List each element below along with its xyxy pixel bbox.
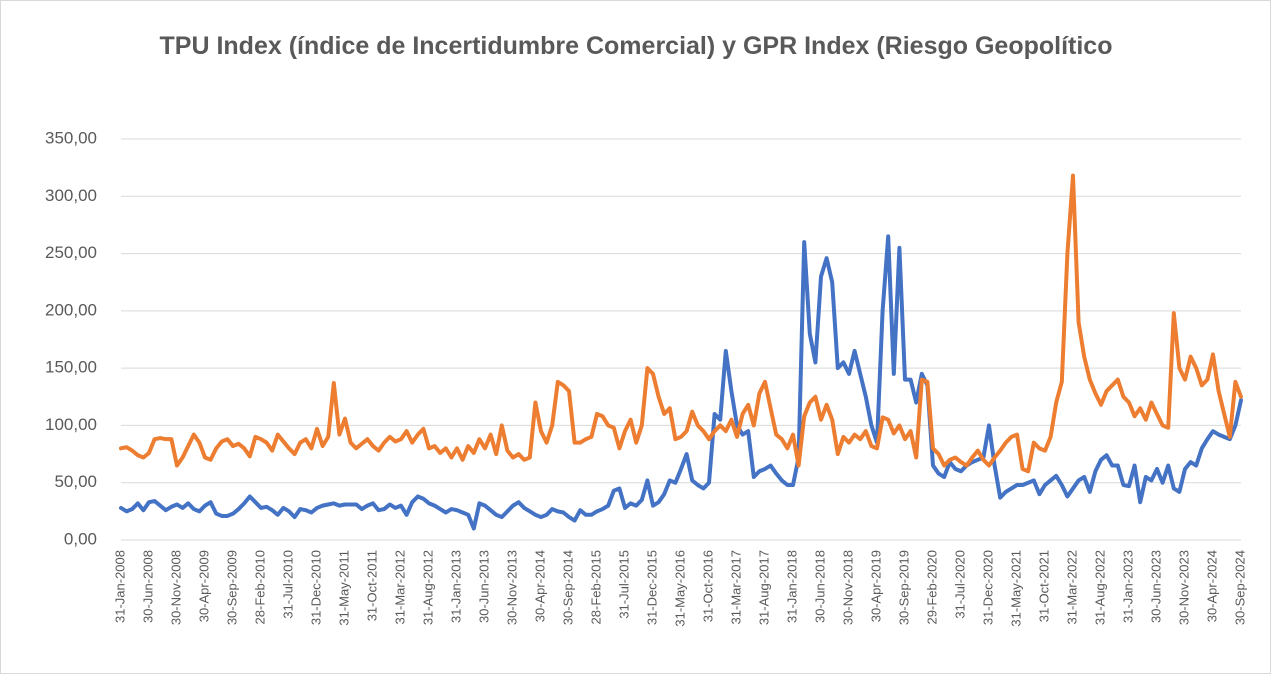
x-tick-label: 30-Sep-2014 [560, 550, 575, 625]
x-tick-label: 31-Aug-2017 [756, 550, 771, 625]
x-tick-label: 31-Oct-2021 [1036, 550, 1051, 622]
x-tick-label: 30-Apr-2024 [1204, 550, 1219, 622]
x-tick-label: 30-Apr-2014 [532, 550, 547, 622]
x-tick-label: 30-Sep-2019 [896, 550, 911, 625]
y-tick-label: 50,00 [54, 472, 97, 491]
x-tick-label: 31-Aug-2012 [420, 550, 435, 625]
x-tick-label: 30-Sep-2009 [224, 550, 239, 625]
y-tick-label: 250,00 [45, 243, 97, 262]
x-tick-label: 31-Jul-2010 [280, 550, 295, 619]
x-tick-label: 30-Jun-2018 [812, 550, 827, 623]
x-tick-label: 28-Feb-2010 [252, 550, 267, 624]
x-tick-label: 31-Dec-2020 [980, 550, 995, 625]
x-tick-label: 30-Jun-2023 [1148, 550, 1163, 623]
x-tick-label: 30-Apr-2019 [868, 550, 883, 622]
x-tick-label: 31-Aug-2022 [1092, 550, 1107, 625]
series-line [119, 234, 1243, 531]
x-tick-label: 31-Jan-2013 [448, 550, 463, 623]
x-tick-label: 30-Nov-2018 [840, 550, 855, 625]
x-tick-label: 31-Mar-2012 [392, 550, 407, 624]
x-tick-label: 31-Mar-2022 [1064, 550, 1079, 624]
x-tick-label: 31-Jan-2008 [112, 550, 127, 623]
x-tick-label: 30-Nov-2013 [504, 550, 519, 625]
x-tick-label: 31-Jan-2018 [784, 550, 799, 623]
x-tick-label: 30-Apr-2009 [196, 550, 211, 622]
x-tick-label: 31-May-2016 [672, 550, 687, 627]
x-tick-label: 29-Feb-2020 [924, 550, 939, 624]
x-tick-label: 31-Dec-2015 [644, 550, 659, 625]
x-tick-label: 31-Dec-2010 [308, 550, 323, 625]
y-tick-label: 200,00 [45, 300, 97, 319]
series-line [119, 173, 1243, 474]
y-tick-label: 300,00 [45, 186, 97, 205]
x-tick-label: 31-Jul-2015 [616, 550, 631, 619]
x-tick-label: 31-Oct-2011 [364, 550, 379, 621]
y-tick-label: 0,00 [64, 529, 97, 548]
chart-title: TPU Index (índice de Incertidumbre Comer… [159, 32, 1113, 60]
x-tick-label: 30-Jun-2013 [476, 550, 491, 623]
y-tick-label: 150,00 [45, 358, 97, 377]
x-tick-label: 31-Jan-2023 [1120, 550, 1135, 623]
x-tick-label: 30-Jun-2008 [140, 550, 155, 623]
y-tick-label: 350,00 [45, 128, 97, 147]
x-tick-label: 31-May-2011 [336, 550, 351, 626]
x-tick-label: 31-Jul-2020 [952, 550, 967, 619]
x-tick-label: 30-Sep-2024 [1232, 550, 1247, 625]
x-tick-label: 30-Nov-2008 [168, 550, 183, 625]
y-tick-label: 100,00 [45, 415, 97, 434]
x-tick-label: 28-Feb-2015 [588, 550, 603, 624]
x-tick-label: 31-Mar-2017 [728, 550, 743, 624]
x-tick-label: 31-Oct-2016 [700, 550, 715, 622]
x-tick-label: 31-May-2021 [1008, 550, 1023, 627]
x-tick-label: 30-Nov-2023 [1176, 550, 1191, 625]
